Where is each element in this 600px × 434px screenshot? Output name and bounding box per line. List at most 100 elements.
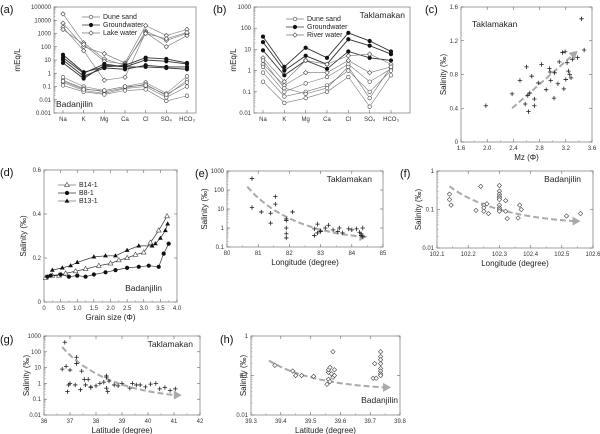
x-tick-label: 80: [224, 251, 231, 257]
data-point: [164, 92, 169, 97]
data-point: [81, 41, 87, 48]
data-point: [273, 194, 278, 199]
trend-arrowhead: [173, 390, 182, 400]
data-point: [124, 247, 130, 252]
data-point: [303, 57, 309, 64]
data-point: [48, 273, 53, 278]
data-point: [509, 91, 515, 97]
y-tick-label: 1: [248, 69, 252, 75]
site-label: Badanjilin: [544, 174, 581, 184]
data-point: [548, 78, 553, 83]
data-point: [81, 71, 86, 76]
legend-label: B13-1: [79, 198, 98, 205]
data-point: [138, 382, 143, 388]
data-point: [346, 64, 351, 69]
data-point: [367, 38, 372, 44]
data-point: [95, 262, 102, 268]
data-point: [146, 263, 151, 268]
panel-label: (f): [400, 168, 410, 180]
series-dune-sand: [60, 79, 190, 97]
data-point: [74, 355, 79, 360]
data-point: [102, 88, 107, 93]
data-point: [164, 98, 169, 104]
legend-item: B13-1: [58, 198, 98, 205]
data-point: [346, 30, 351, 36]
panel-label: (a): [0, 4, 13, 16]
legend-item: B14-1: [58, 181, 98, 189]
data-point: [143, 87, 148, 92]
x-tick-label: 2.8: [535, 146, 544, 152]
data-point: [529, 73, 534, 79]
x-tick-label: 39.5: [305, 419, 317, 425]
data-point: [125, 265, 130, 270]
data-point: [259, 209, 264, 215]
y-tick-label: 0.1: [243, 90, 252, 96]
data-point: [315, 230, 320, 236]
data-point: [388, 58, 394, 63]
data-point: [388, 52, 394, 57]
legend-marker: [292, 24, 298, 30]
data-point: [122, 64, 128, 70]
data-point: [103, 253, 108, 258]
data-point: [290, 368, 296, 374]
data-point: [63, 364, 69, 369]
data-point: [143, 384, 148, 390]
data-point: [101, 51, 107, 57]
data-point: [543, 87, 549, 92]
x-tick-label: 1.0: [73, 306, 82, 312]
data-point: [102, 92, 107, 97]
panel-f: (f) 0.01 0.1 1 102.1 102.2 102.3 102.4 102.5 102.…: [400, 168, 600, 268]
data-point: [284, 218, 289, 223]
y-tick-label: 10: [244, 47, 251, 53]
data-point: [562, 49, 568, 54]
data-point: [563, 77, 568, 82]
x-tick-label: 81: [255, 251, 262, 257]
site-label: Taklamakan: [472, 19, 518, 29]
x-tick-label: 3.5: [156, 306, 165, 312]
data-point: [161, 251, 166, 256]
panel-label: (b): [213, 4, 226, 16]
data-point: [496, 208, 503, 214]
data-point: [88, 384, 93, 390]
data-point: [303, 81, 308, 86]
data-point: [184, 29, 190, 36]
x-tick-label: Cl: [143, 117, 149, 123]
data-point: [60, 83, 66, 88]
y-axis-label: Salinity (‰): [19, 215, 28, 257]
data-point: [310, 373, 317, 380]
y-tick-label: 0.8: [450, 73, 459, 79]
data-point: [65, 389, 70, 394]
panel-a: (a) 0.001 0.01 0.1 1 10 100 1000 10000 100000 Na K M…: [0, 4, 197, 123]
trend-line: [448, 185, 575, 223]
data-point: [166, 241, 171, 246]
data-point: [575, 55, 580, 60]
data-point: [124, 254, 131, 260]
trend-line: [246, 186, 362, 238]
data-point: [260, 79, 266, 84]
x-tick-label: 1.5: [90, 306, 99, 312]
y-axis-label: Salinity (‰): [200, 188, 209, 230]
data-point: [162, 227, 168, 233]
x-tick-label: HCO₃: [383, 117, 399, 123]
data-point: [122, 84, 128, 89]
x-tick-label: 40: [145, 419, 152, 425]
data-point: [581, 47, 587, 53]
legend-item: B8-1: [58, 190, 94, 197]
data-point: [79, 368, 84, 374]
panel-h: (h) 0.01 0.1 1 39.3 39.4 39.5 39.6 39.7 39.8 Latit…: [220, 334, 406, 434]
data-point: [323, 225, 328, 231]
y-tick-label: 100: [241, 26, 252, 32]
data-point: [517, 78, 523, 83]
data-point: [91, 254, 97, 259]
data-point: [517, 202, 523, 208]
data-point: [113, 268, 118, 273]
data-point: [60, 366, 65, 372]
series-b8-1: [45, 241, 171, 279]
data-point: [331, 367, 338, 373]
series-groundwater: [260, 48, 394, 78]
panel-e: (e) 0.1 1 10 100 1000 80 81 82 83 84 85 Longitude (d…: [195, 168, 387, 267]
data-point: [282, 85, 287, 91]
data-point: [293, 372, 299, 379]
data-point: [62, 340, 67, 345]
data-point: [326, 223, 331, 228]
